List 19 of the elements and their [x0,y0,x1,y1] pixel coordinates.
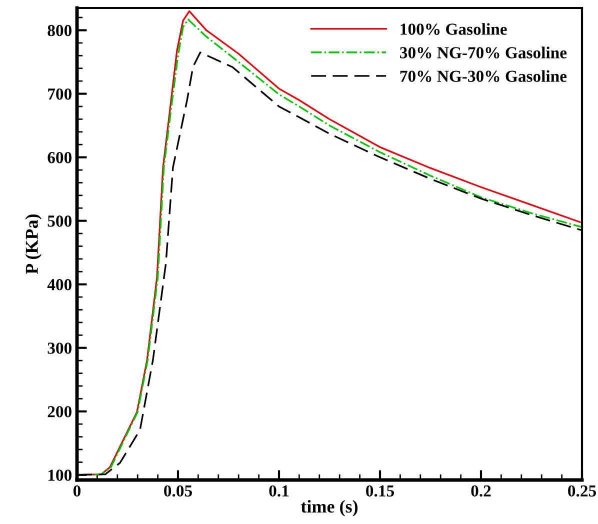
legend-label: 30% NG-70% Gasoline [400,46,567,58]
y-tick-label: 700 [48,88,72,100]
x-tick-label: 0 [73,485,81,497]
x-tick-label: 0.2 [471,485,491,497]
x-tick-label: 0.15 [366,485,394,497]
y-tick-label: 400 [47,279,72,290]
x-axis-title: time (s) [300,500,358,516]
y-tick-label: 100 [48,470,72,481]
y-tick-label: 800 [48,24,72,36]
x-tick-label: 0.1 [269,485,289,497]
y-axis-title: P (KPa) [25,214,42,274]
y-tick-label: 200 [48,406,72,418]
legend-label: 70% NG-30% Gasoline [400,70,567,82]
y-tick-label: 600 [48,152,72,164]
y-tick-label: 300 [48,342,72,354]
y-tick-label: 500 [48,216,72,227]
x-tick-label: 0.05 [164,485,192,497]
x-tick-label: 0.25 [568,485,596,497]
legend-label: 100% Gasoline [400,23,507,35]
